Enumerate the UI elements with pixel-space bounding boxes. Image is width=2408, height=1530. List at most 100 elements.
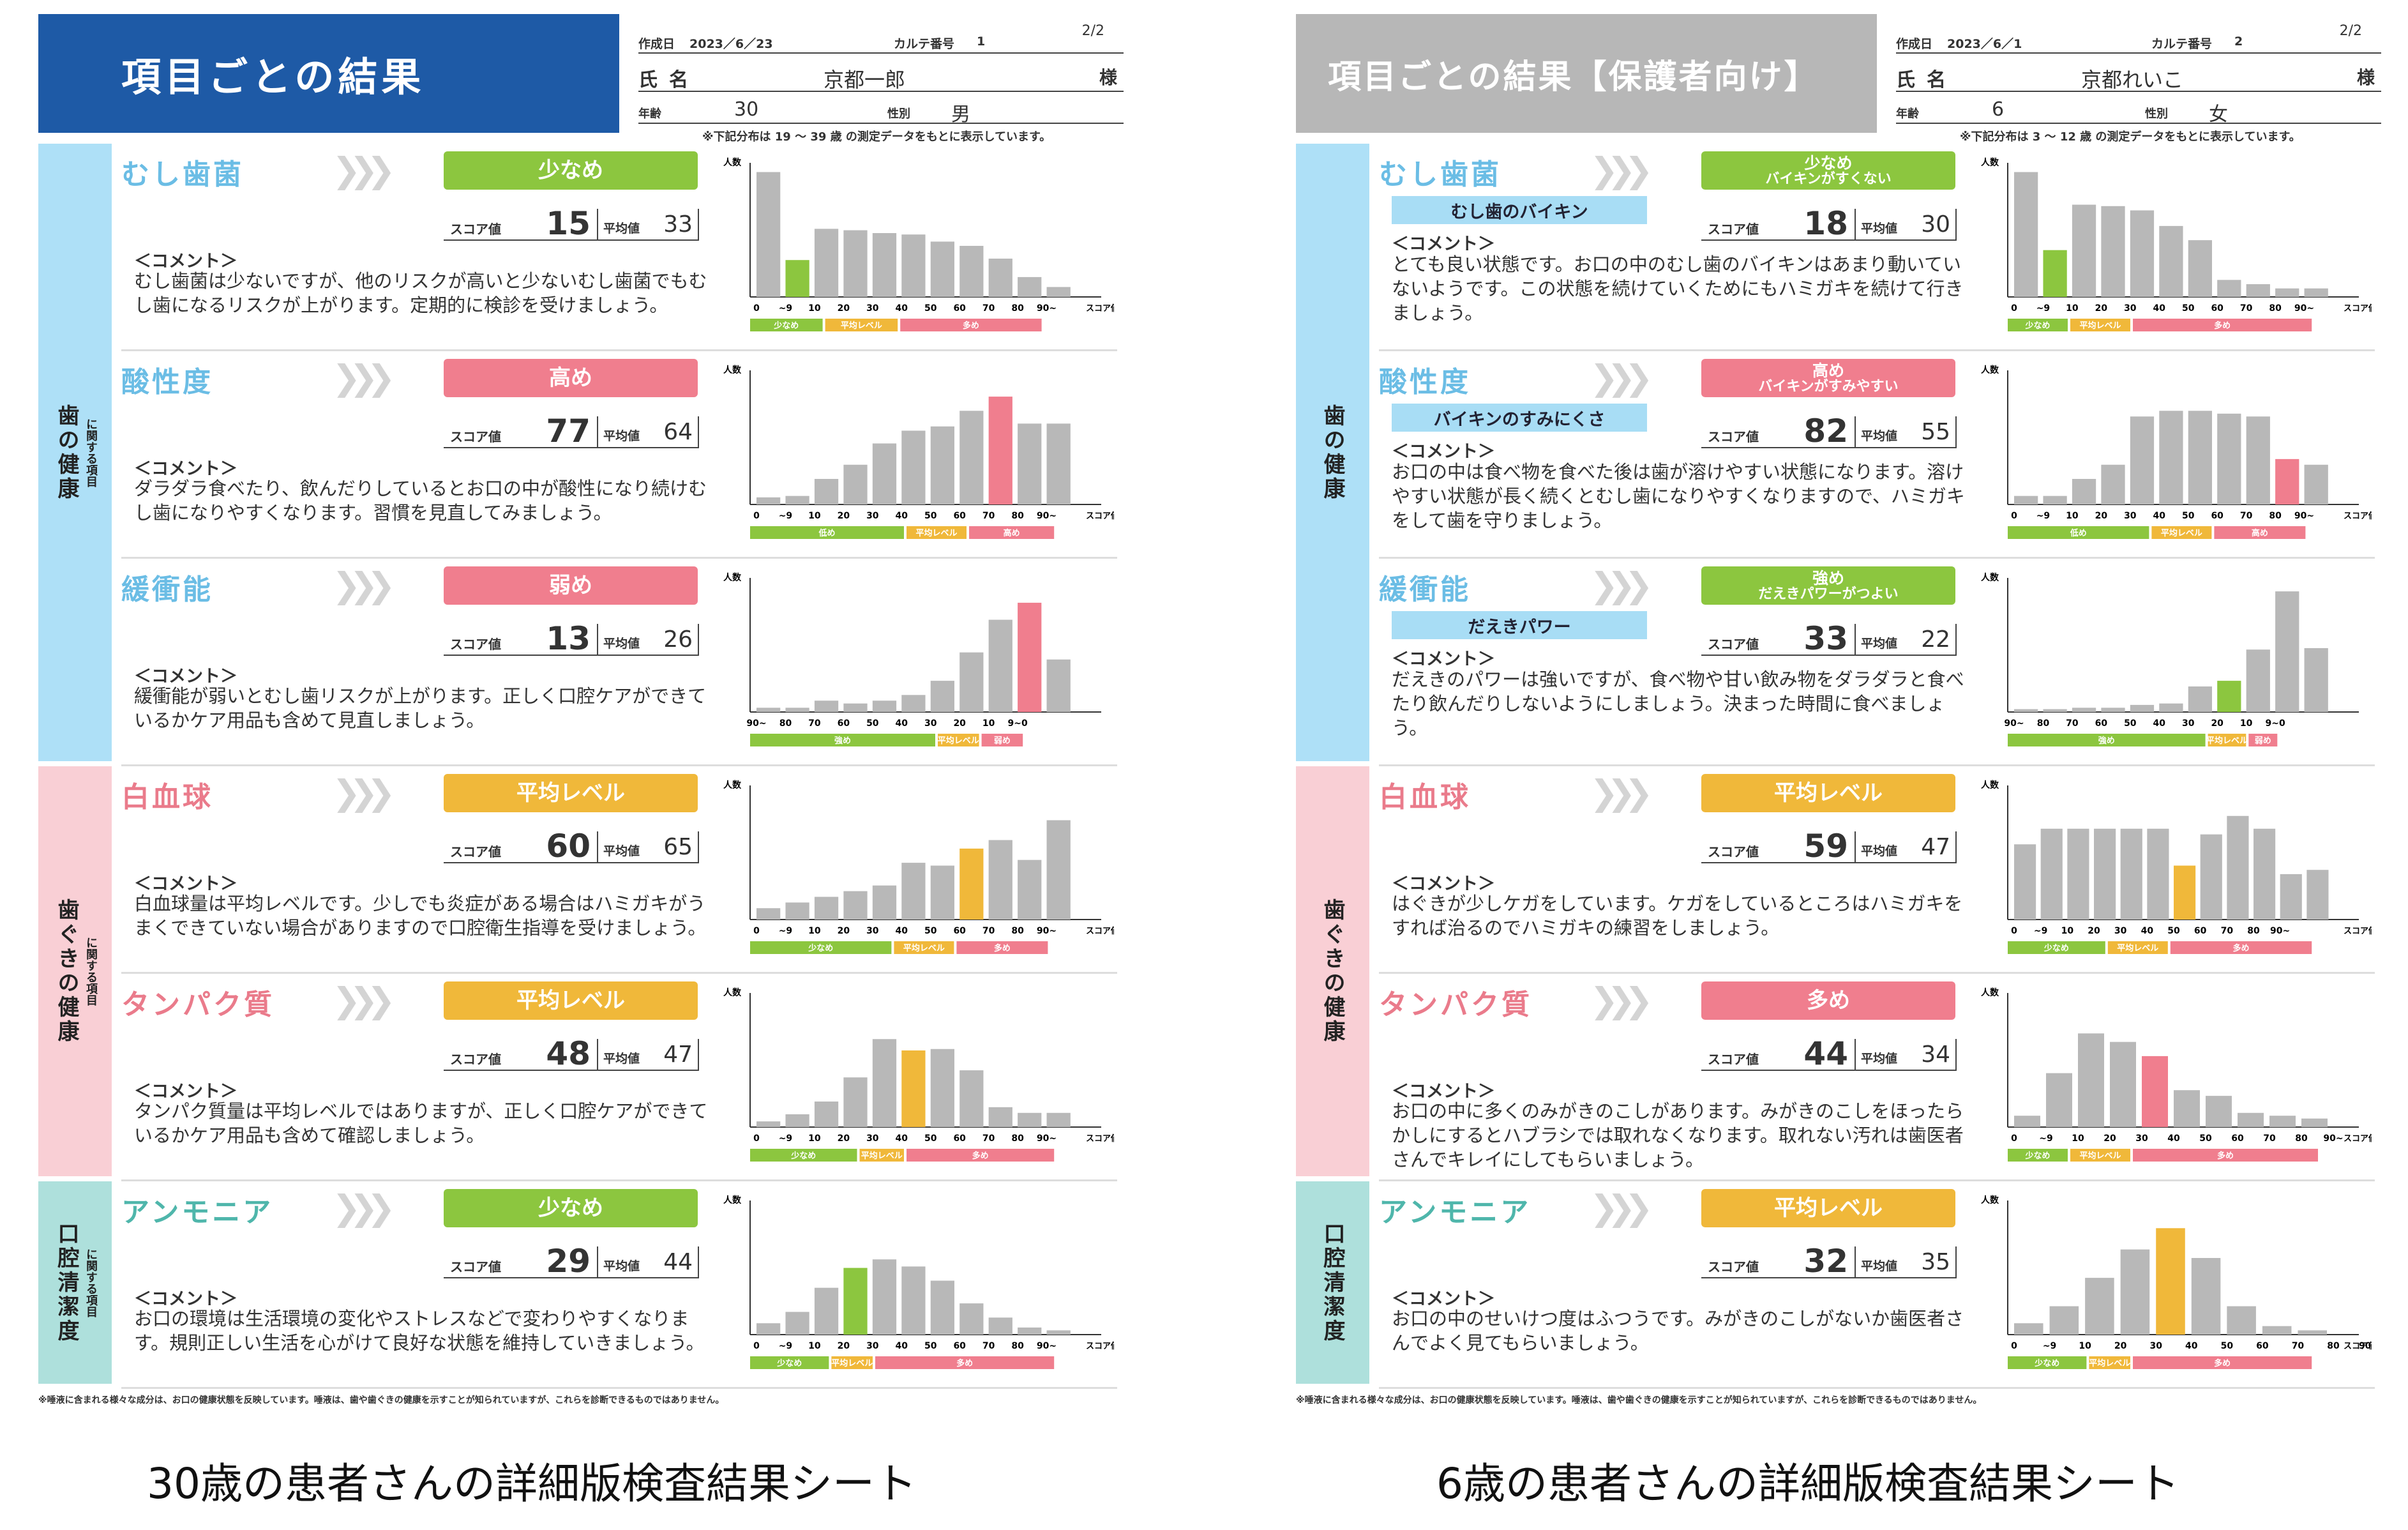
comment-label: ＜コメント＞ [1392,1289,1495,1309]
tick-label: 80 [2327,1341,2340,1351]
badge-text: 少なめ [1804,153,1853,172]
tick-label: 90~ [1037,1341,1057,1351]
histogram-bar [2110,1041,2136,1127]
legend-segment [2008,1356,2087,1369]
tick-label: ~9 [2034,926,2047,936]
score-row: スコア値 15 平均値 33 [444,205,699,242]
tick-label: 30 [866,303,879,314]
legend-label: 平均レベル [2206,736,2248,746]
legend-label: 平均レベル [841,321,882,331]
legend-label: 平均レベル [2117,943,2158,953]
chart-area: 人数 0 ~9 10 20 30 40 50 60 70 80 90~ スコア値少なめ 平均レベル 多め [718,974,1119,1178]
y-axis-label: 人数 [723,157,742,168]
comment-label: ＜コメント＞ [1392,442,1495,462]
histogram-bar [756,1121,781,1127]
divider [1955,831,1957,862]
tick-label: 0 [2011,303,2017,314]
histogram-bar [756,908,781,920]
divider [1955,209,1957,239]
histogram-bar [843,464,868,504]
age-label: 年齢 [1896,107,1919,121]
tick-label: 60 [953,1341,966,1351]
histogram-bar [2246,284,2270,297]
legend-label: 平均レベル [831,1358,873,1368]
histogram-bar [988,397,1012,504]
tick-label: 60 [953,511,966,521]
legend-label: 弱め [994,736,1011,746]
y-axis-label: 人数 [1981,572,1999,583]
histogram-bar [2301,1118,2328,1127]
tick-label: 10 [2066,511,2079,521]
legend-label: 少なめ [2024,1151,2050,1161]
level-badge: 高め [444,359,698,397]
histogram-bar [843,1268,868,1335]
average-value: 26 [663,626,693,653]
y-axis-label: 人数 [723,780,742,791]
comment-label: ＜コメント＞ [1392,874,1495,894]
histogram-bar [2120,1249,2150,1335]
tick-label: 90~ [2294,511,2314,521]
tick-label: 50 [2124,718,2137,729]
item-title: タンパク質 [121,988,275,1021]
page-number: 2/2 [2339,23,2362,39]
karte-label: カルテ番号 [894,37,955,51]
score-value: 15 [546,205,591,242]
tick-label: 30 [2149,1341,2162,1351]
karte-label: カルテ番号 [2151,37,2213,51]
honorific: 様 [1099,67,1117,88]
legend-segment [2208,734,2246,746]
tick-label: 70 [2292,1341,2305,1351]
tick-label: 50 [924,1341,937,1351]
level-badge: 平均レベル [444,981,698,1020]
tick-label: 50 [924,511,937,521]
legend-label: 多め [2217,1151,2234,1161]
histogram-bar [1046,423,1071,504]
group-band: 歯の健康 に関する項目 [38,144,112,761]
divider [1855,831,1856,862]
tick-label: 90~ [2004,718,2024,729]
tick-label: 10 [808,1341,821,1351]
histogram-bar [785,1114,809,1127]
histogram-bar [2227,815,2249,920]
chart-area: 人数 0 ~9 10 20 30 40 50 60 70 80 90~ スコア値少なめ 平均レベル 多め [718,766,1119,971]
histogram-bar [1046,659,1071,712]
histogram-bar [2269,1116,2296,1127]
tick-label: 20 [838,1133,850,1144]
histogram-bar [2188,411,2212,504]
tick-label: 90~ [746,718,766,729]
badge-text: 平均レベル [1774,1195,1883,1221]
chevron-icon: ❯❯❯ [1590,358,1653,398]
score-row: スコア値 60 平均値 65 [444,828,699,865]
tick-label: 80 [2269,303,2282,314]
y-axis-label: 人数 [723,365,742,375]
legend-segment [750,941,892,954]
histogram-bar [2094,828,2116,920]
comment-text: お口の中に多くのみがきのこしがあります。みがきのこしをほったらかしにするとハブラ… [1392,1100,1964,1170]
tick-label: 40 [2185,1341,2198,1351]
legend-label: 多め [956,1358,973,1368]
tick-label: 40 [2153,511,2166,521]
histogram-bar [2246,649,2270,712]
average-label: 平均値 [603,1259,640,1273]
badge-text: 少なめ [538,158,603,183]
histogram-bar [2156,1228,2185,1335]
histogram-bar [1046,1330,1071,1335]
tick-label: 50 [924,1133,937,1144]
badge-text: 強め [1812,568,1844,587]
histogram-bar [2085,1278,2114,1335]
x-axis-label: スコア値 [1086,926,1114,936]
y-axis-label: 人数 [1981,157,1999,168]
divider [597,624,598,655]
histogram-bar [2280,874,2302,920]
histogram-bar [2130,210,2155,297]
badge-text: 高め [549,365,592,391]
histogram-bar [2078,1033,2104,1127]
tick-label: 20 [838,926,850,936]
badge-text: 平均レベル [516,988,625,1013]
tick-label: 60 [2095,718,2108,729]
histogram-bar [785,260,809,297]
histogram-bar [2159,703,2183,712]
legend-label: 少なめ [808,943,833,953]
